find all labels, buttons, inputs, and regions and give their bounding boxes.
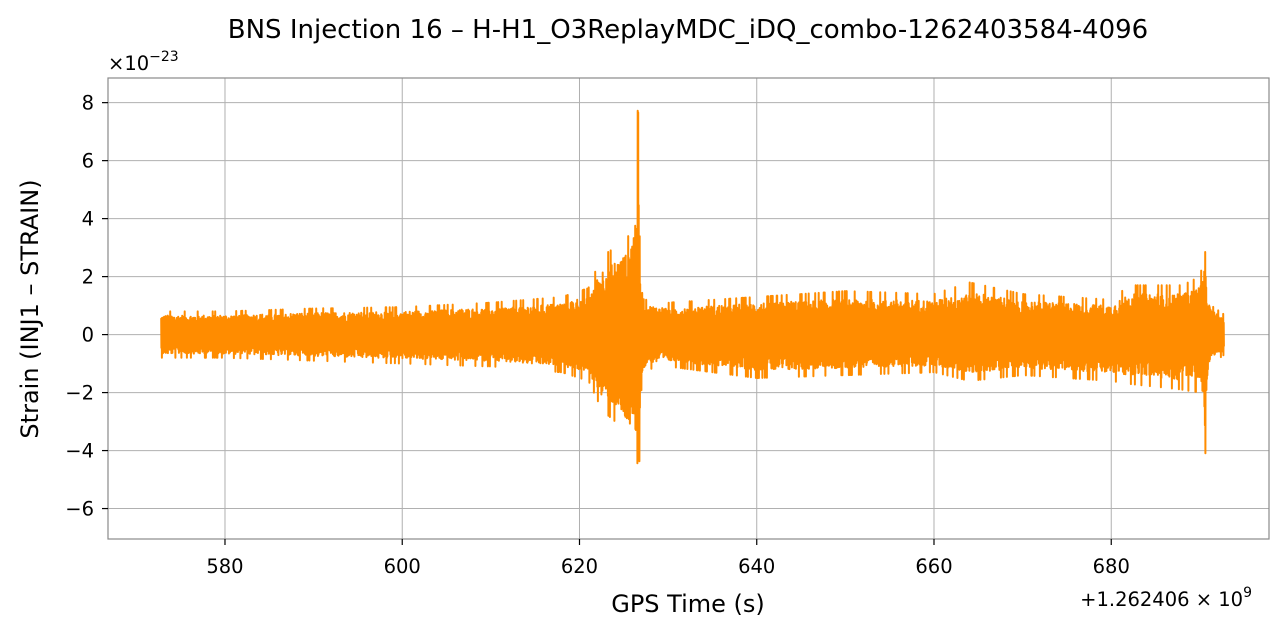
strain-trace (160, 109, 1225, 465)
y-tick-label: 6 (82, 150, 94, 173)
y-tick-label: 8 (82, 92, 94, 115)
y-tick-label: −4 (65, 440, 94, 463)
plot-frame (107, 77, 1270, 540)
y-multiplier-label: ×10−23 (108, 49, 179, 75)
x-tick-label: 680 (1093, 555, 1130, 578)
chart-title: BNS Injection 16 – H-H1_O3ReplayMDC_iDQ_… (228, 15, 1148, 45)
y-tick-label: 0 (82, 324, 94, 347)
x-tick-label: 620 (561, 555, 598, 578)
plot-area (160, 109, 1225, 465)
x-tick-label: 580 (206, 555, 243, 578)
y-tick-label: −2 (65, 382, 94, 405)
x-tick-label: 600 (384, 555, 421, 578)
x-tick-label: 640 (738, 555, 775, 578)
y-axis-label: Strain (INJ1 – STRAIN) (16, 179, 44, 438)
x-offset-label: +1.262406 × 109 (1080, 585, 1252, 611)
axis-ticks: 580 600 620 640 660 680 −6 −4 −2 0 2 4 6 8 (65, 92, 1130, 578)
y-tick-label: −6 (65, 498, 94, 521)
y-tick-label: 4 (82, 208, 94, 231)
x-axis-label: GPS Time (s) (611, 590, 765, 618)
x-tick-label: 660 (915, 555, 952, 578)
y-tick-label: 2 (82, 266, 94, 289)
